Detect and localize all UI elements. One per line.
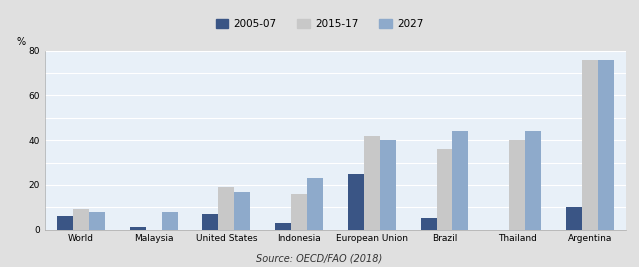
Legend: 2005-07, 2015-17, 2027: 2005-07, 2015-17, 2027: [213, 16, 426, 32]
Bar: [436, 149, 452, 230]
Bar: [57, 216, 73, 230]
Bar: [364, 136, 380, 230]
Bar: [130, 227, 146, 230]
Bar: [235, 192, 250, 230]
Bar: [525, 131, 541, 230]
Bar: [219, 187, 235, 230]
Bar: [73, 210, 89, 230]
Bar: [380, 140, 396, 230]
Bar: [162, 212, 178, 230]
Bar: [203, 214, 219, 230]
Bar: [291, 194, 307, 230]
Bar: [146, 230, 162, 236]
Y-axis label: %: %: [17, 37, 26, 47]
Bar: [307, 178, 323, 230]
Bar: [348, 174, 364, 230]
Bar: [275, 223, 291, 230]
Bar: [598, 60, 614, 230]
Bar: [509, 140, 525, 230]
Bar: [493, 230, 509, 239]
Bar: [582, 60, 598, 230]
Text: Source: OECD/FAO (2018): Source: OECD/FAO (2018): [256, 254, 383, 264]
Bar: [452, 131, 468, 230]
Bar: [420, 218, 436, 230]
Bar: [89, 212, 105, 230]
Bar: [566, 207, 582, 230]
